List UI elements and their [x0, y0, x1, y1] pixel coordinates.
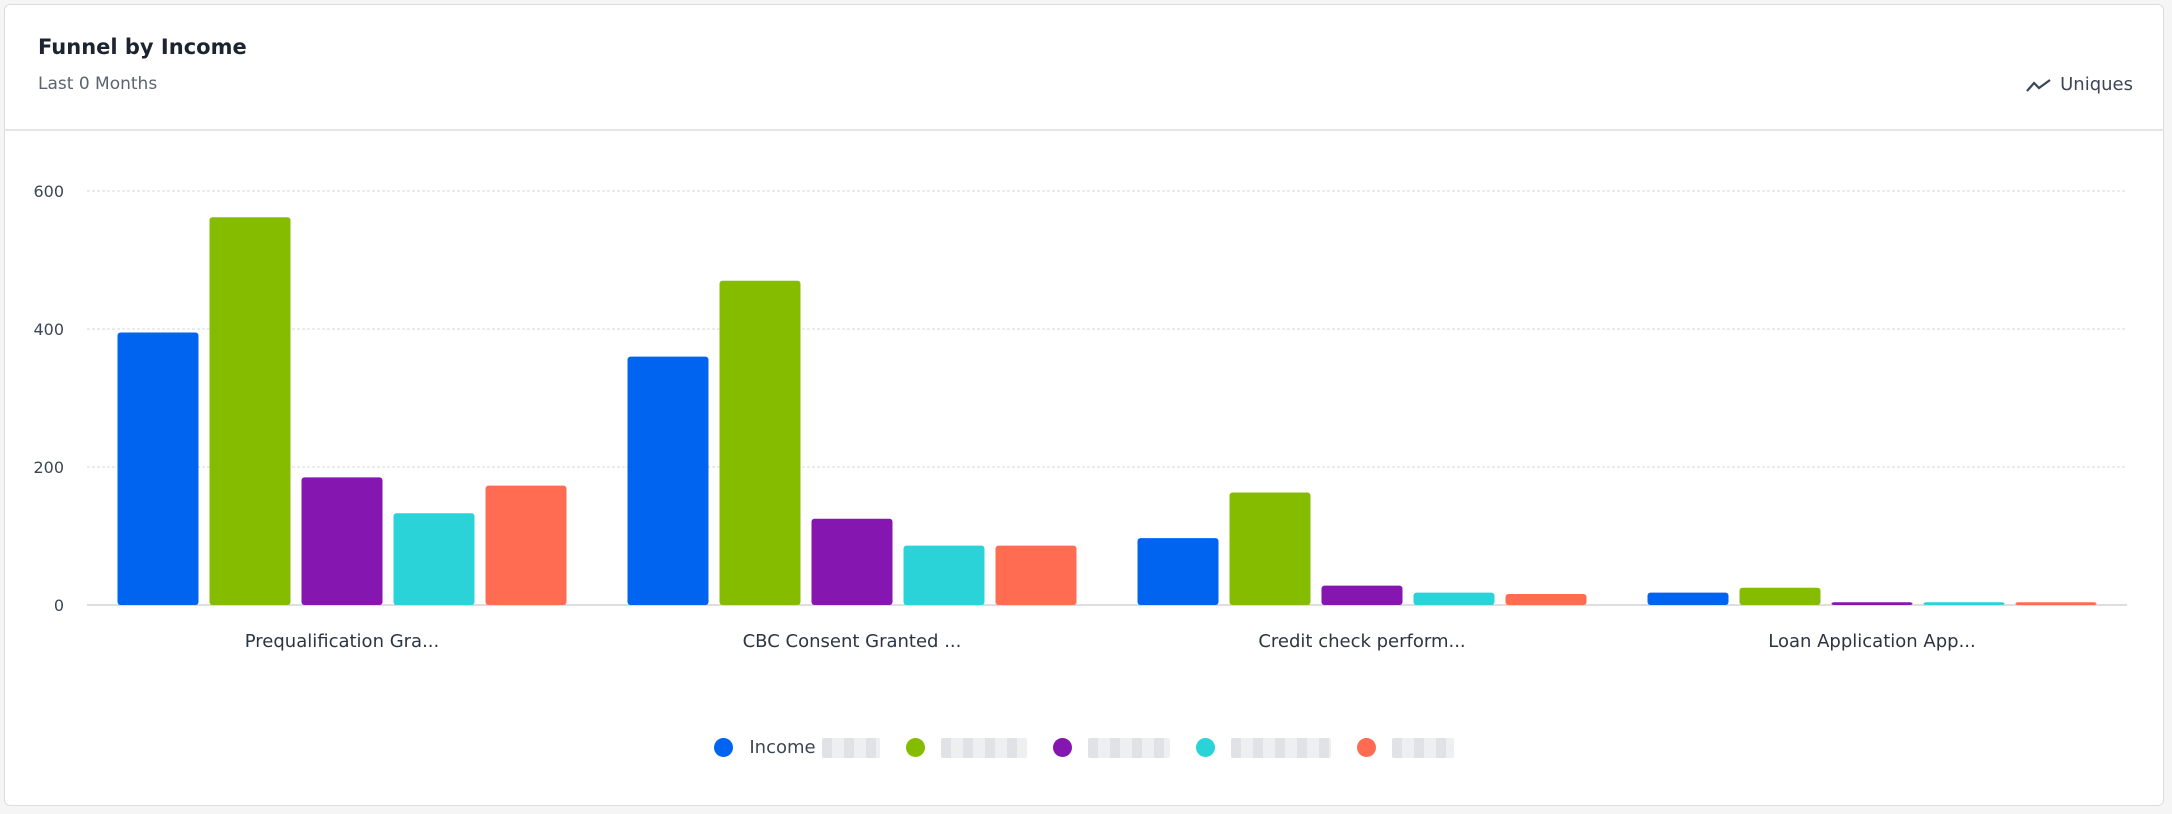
- bar: [393, 513, 475, 605]
- bar: [485, 485, 567, 605]
- bar: [209, 217, 291, 605]
- chart-card: Funnel by Income Last 0 Months Uniques 0…: [4, 4, 2164, 806]
- metric-selector[interactable]: Uniques: [2026, 74, 2133, 95]
- bar: [2015, 602, 2097, 605]
- legend-label: Income: [749, 737, 816, 758]
- legend-swatch: [1052, 738, 1072, 757]
- legend-swatch: [905, 738, 925, 757]
- bar: [1831, 602, 1913, 605]
- y-tick-label: 200: [33, 458, 64, 477]
- redacted-label: [1087, 737, 1170, 758]
- card-header: Funnel by Income Last 0 Months Uniques: [5, 5, 2163, 131]
- bar: [1739, 587, 1821, 605]
- line-chart-icon: [2026, 78, 2051, 92]
- redacted-label: [940, 737, 1027, 758]
- x-tick-label: CBC Consent Granted ...: [743, 631, 962, 652]
- legend-item[interactable]: [1356, 737, 1454, 758]
- bar: [903, 545, 985, 605]
- legend-item[interactable]: Income: [714, 737, 880, 758]
- bar: [301, 477, 383, 605]
- redacted-label: [1230, 737, 1331, 758]
- chart-legend: Income: [5, 737, 2163, 761]
- chart-title: Funnel by Income: [38, 35, 247, 59]
- legend-swatch: [714, 738, 734, 757]
- x-tick-label: Prequalification Gra...: [245, 631, 440, 652]
- bar: [1137, 538, 1219, 605]
- legend-item[interactable]: [905, 737, 1027, 758]
- legend-swatch: [1356, 738, 1376, 757]
- x-tick-label: Credit check perform...: [1258, 631, 1465, 652]
- bar: [719, 280, 801, 605]
- legend-item[interactable]: [1052, 737, 1170, 758]
- y-tick-label: 400: [33, 320, 64, 339]
- bar: [1229, 492, 1311, 605]
- bar-chart: 0 200 400 600 Prequalification Gra... CBC Con…: [33, 182, 2127, 652]
- bar: [1321, 585, 1403, 605]
- bar: [1413, 592, 1495, 605]
- bar: [995, 545, 1077, 605]
- y-tick-label: 600: [33, 182, 64, 201]
- bar: [1505, 593, 1587, 605]
- legend-item[interactable]: [1195, 737, 1331, 758]
- legend-swatch: [1195, 738, 1215, 757]
- bar: [1923, 602, 2005, 605]
- x-tick-label: Loan Application App...: [1768, 631, 1976, 652]
- bar: [627, 356, 709, 605]
- metric-label: Uniques: [2060, 74, 2133, 95]
- bar: [1647, 592, 1729, 605]
- date-range-label: Last 0 Months: [38, 74, 158, 94]
- bar: [811, 518, 893, 605]
- bar: [117, 332, 199, 605]
- y-tick-label: 0: [54, 596, 64, 615]
- redacted-label: [1391, 737, 1454, 758]
- redacted-label: [821, 737, 880, 758]
